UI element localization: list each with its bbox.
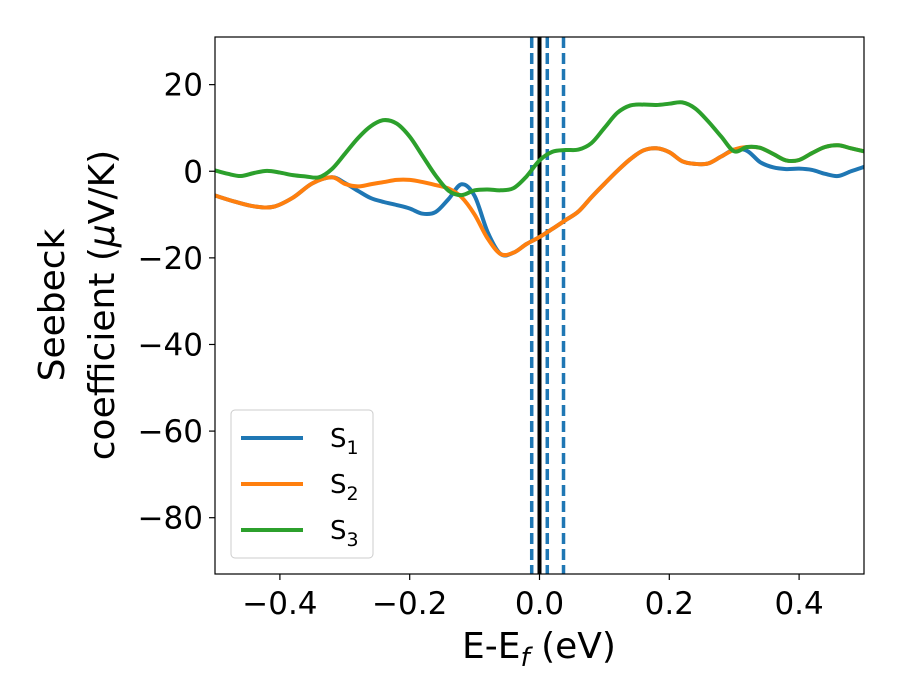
- y-tick-label: −80: [138, 501, 203, 537]
- x-axis-ticks: −0.4 −0.2 0.0 0.2 0.4: [242, 574, 824, 622]
- legend-label-s2: S2: [330, 470, 359, 505]
- legend: S1 S2 S3: [230, 409, 374, 559]
- y-tick-label: 0: [183, 154, 203, 190]
- series-line-s3: [215, 100, 864, 198]
- vertical-lines: [529, 37, 566, 574]
- legend-label-s1: S1: [330, 424, 359, 459]
- y-axis-label-line2: coefficient (μV/K): [82, 150, 123, 460]
- x-tick-label: 0.0: [515, 586, 564, 622]
- x-axis-label: E-Ef (eV): [462, 626, 616, 673]
- y-tick-label: −60: [138, 414, 203, 450]
- y-axis-ticks: 20 0 −20 −40 −60 −80: [138, 68, 215, 537]
- y-axis-label-line1: Seebeck: [32, 228, 73, 381]
- y-tick-label: −20: [138, 241, 203, 277]
- x-tick-label: 0.4: [774, 586, 823, 622]
- x-tick-label: −0.4: [242, 586, 317, 622]
- x-tick-label: −0.2: [372, 586, 447, 622]
- legend-label-s3: S3: [330, 516, 359, 551]
- y-tick-label: −40: [138, 327, 203, 363]
- series-lines: [215, 100, 864, 258]
- x-tick-label: 0.2: [645, 586, 694, 622]
- y-tick-label: 20: [164, 68, 203, 104]
